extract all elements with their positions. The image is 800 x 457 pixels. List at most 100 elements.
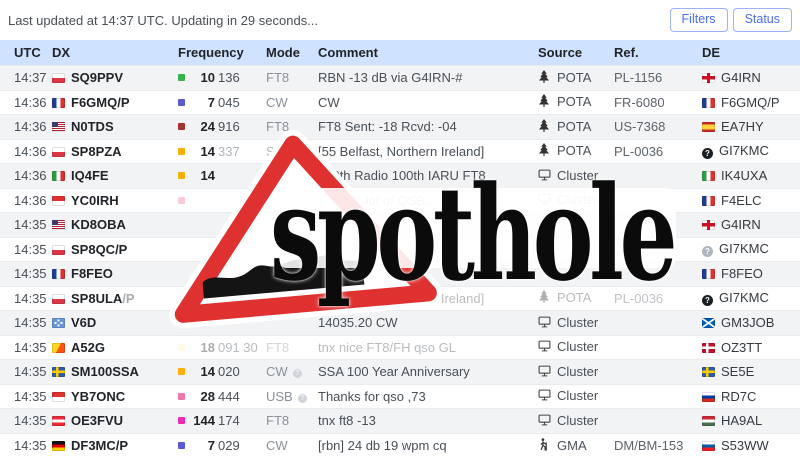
source-label: Cluster [557,167,599,183]
cluster-monitor-icon [538,414,552,429]
dx-callsign[interactable]: IQ4FE [71,168,109,184]
bt-flag-icon [52,342,65,353]
mode-info-icon: ? [292,369,302,379]
fr-flag-icon [702,97,715,108]
frequency-khz: 916 [218,119,240,135]
de-callsign[interactable]: F6GMQ/P [721,94,780,110]
de-callsign-cell: ? GI7KMC [694,237,800,262]
dx-callsign[interactable]: F6GMQ/P [71,94,130,110]
frequency-cell [170,237,258,262]
dx-callsign-cell: YC0IRH [52,188,170,213]
dx-callsign[interactable]: YB7ONC [71,388,126,404]
spot-row[interactable]: 14:36 IQ4FE 14 FT8 130th Radio 100th IARU FT… [0,163,800,189]
spot-time-cell: 14:35 [14,266,47,282]
comment-cell: SSA 100 Year Anniversary [318,364,470,380]
dx-callsign[interactable]: OE3FVU [71,413,124,429]
de-callsign-cell: IK4UXA [694,164,800,189]
id-flag-icon [52,391,65,402]
spot-row[interactable]: 14:35 YB7ONC 28 444 USB? Thanks for qso ,73 Cl… [0,384,800,409]
dx-callsign[interactable]: SP8QC/P [71,241,128,257]
filters-button[interactable]: Filters [669,8,728,32]
source-label: Cluster [557,339,599,355]
frequency-mhz: 144 [193,413,215,429]
de-callsign[interactable]: S53WW [721,438,769,453]
band-color-icon [178,147,185,155]
de-callsign-cell: G4IRN [694,213,800,238]
frequency-cell [170,213,258,238]
de-callsign[interactable]: G4IRN [721,70,761,86]
frequency-cell: 7 045 [170,90,258,115]
spot-row[interactable]: 14:35 KD8OBA G4IRN [0,212,800,238]
id-flag-icon [52,195,65,206]
spot-row[interactable]: 14:35 SP8ULA/P [55 Belfast, Northern Irela… [0,286,800,311]
comment-cell [314,237,530,262]
spot-row[interactable]: 14:35 OE3FVU 144 174 FT8 tnx ft8 -13 Cluster HA… [0,408,800,433]
spot-row[interactable]: 14:35 SM100SSA 14 020 CW? SSA 100 Year Annive… [0,359,800,384]
spot-row[interactable]: 14:35 F8FEO F8FEO [0,261,800,286]
spot-row[interactable]: 14:36 N0TDS 24 916 FT8 FT8 Sent: -18 Rcvd: -0… [0,114,800,139]
de-callsign[interactable]: GI7KMC [719,241,769,257]
dx-callsign[interactable]: N0TDS [71,119,114,135]
frequency-khz: 174 [218,413,240,429]
spot-row[interactable]: 14:36 F6GMQ/P 7 045 CW CW POTA FR-6080 F6GMQ/P [0,90,800,115]
de-callsign[interactable]: HA9AL [721,413,763,429]
scot-flag-icon [702,318,715,329]
de-callsign[interactable]: SE5E [721,364,755,380]
spot-row[interactable]: 14:35 DF3MC/P 7 029 CW [rbn] 24 db 19 wpm cq G… [0,433,800,457]
de-callsign[interactable]: G4IRN [721,217,761,233]
de-callsign-cell: F6GMQ/P [694,90,800,115]
dx-callsign[interactable]: SQ9PPV [71,70,124,86]
spot-row[interactable]: 14:37 SQ9PPV 10 136 FT8 RBN -13 dB via G4IRN-… [0,65,800,90]
it-flag-icon [52,171,65,182]
pl-flag-icon [52,244,65,255]
de-callsign[interactable]: GI7KMC [719,290,769,306]
comment-cell: 14035.20 CW [318,315,398,331]
spot-time-cell: 14:35 [14,438,47,453]
de-callsign-cell: ? GI7KMC [694,139,800,164]
spot-row[interactable]: 14:36 SP8PZA 14 337 SSB [55 Belfast, Northern… [0,139,800,164]
us-flag-icon [52,122,65,133]
dx-callsign[interactable]: YC0IRH [71,192,119,208]
source-cell: Cluster [530,164,610,189]
unknown-country-icon: ? [702,148,713,160]
pota-tree-icon [538,143,552,159]
de-callsign[interactable]: RD7C [721,388,757,404]
mode-label: USB [266,388,293,404]
frequency-mhz: 18 [200,339,215,355]
si-flag-icon [702,441,715,451]
dx-callsign-cell: YB7ONC [52,384,170,409]
frequency-cell [170,286,258,311]
dx-callsign[interactable]: F8FEO [71,266,113,282]
frequency-khz: 136 [218,70,240,86]
de-callsign[interactable]: F8FEO [721,266,763,282]
dx-callsign[interactable]: SP8ULA [71,290,123,306]
mode-cell [258,237,314,262]
column-header-comment: Comment [314,40,530,66]
de-callsign[interactable]: OZ3TT [721,339,763,355]
cluster-monitor-icon [538,365,552,380]
de-callsign[interactable]: F4ELC [721,192,762,208]
de-callsign[interactable]: GI7KMC [719,143,769,159]
spot-row[interactable]: 14:35 V6D 14035.20 CW Cluster GM3JOB [0,310,800,335]
dx-callsign[interactable]: A52G [71,339,105,355]
de-callsign[interactable]: GM3JOB [721,315,775,331]
source-label: Cluster [557,314,599,330]
source-cell: GMA [530,433,610,457]
de-callsign[interactable]: EA7HY [721,119,764,135]
dx-callsign[interactable]: V6D [71,315,97,331]
ru-flag-icon [702,391,715,402]
dx-callsign[interactable]: SM100SSA [71,364,139,380]
spot-time-cell: 14:35 [14,290,47,306]
de-callsign[interactable]: IK4UXA [721,168,768,184]
dx-callsign[interactable]: SP8PZA [71,143,122,159]
dx-callsign[interactable]: KD8OBA [71,217,126,233]
de-callsign-cell: RD7C [694,384,800,409]
spot-time-cell: 14:35 [14,388,47,404]
spot-row[interactable]: 14:35 SP8QC/P? GI7KMC [0,237,800,262]
frequency-khz: 045 [218,94,240,110]
status-button[interactable]: Status [732,8,792,32]
spot-row[interactable]: 14:36 YC0IRH ITL, but lot of QSB... Cluster… [0,188,800,213]
comment-cell: [55 Belfast, Northern Ireland] [318,290,485,306]
dx-callsign[interactable]: DF3MC/P [71,438,129,453]
